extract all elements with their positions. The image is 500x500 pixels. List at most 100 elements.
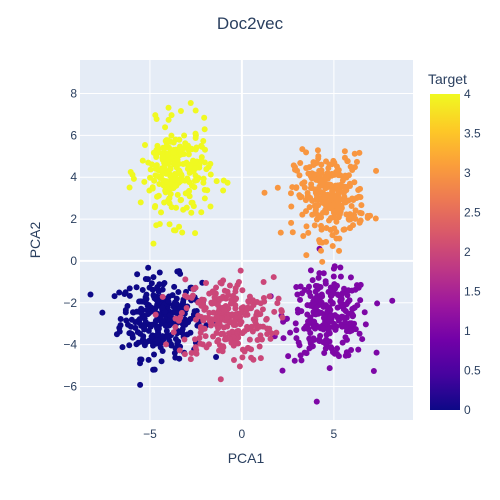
data-point	[337, 264, 343, 270]
data-point	[279, 368, 285, 374]
data-point	[155, 337, 161, 343]
data-point	[150, 322, 156, 328]
data-point	[118, 316, 124, 322]
data-point	[349, 311, 355, 317]
data-point	[118, 322, 124, 328]
data-point	[355, 347, 361, 353]
data-point	[328, 344, 334, 350]
data-point	[308, 267, 314, 273]
data-point	[177, 347, 183, 353]
data-point	[305, 230, 311, 236]
colorbar-tick-label: 2.5	[464, 206, 481, 220]
data-point	[354, 159, 360, 165]
data-point	[260, 306, 266, 312]
data-point	[319, 227, 325, 233]
data-point	[159, 358, 165, 364]
data-point	[227, 282, 233, 288]
data-point	[137, 316, 143, 322]
data-point	[135, 340, 141, 346]
data-point	[353, 326, 359, 332]
data-point	[335, 305, 341, 311]
data-point	[175, 157, 181, 163]
data-point	[389, 298, 395, 304]
data-point	[186, 151, 192, 157]
data-point	[323, 337, 329, 343]
data-point	[180, 145, 186, 151]
data-point	[140, 287, 146, 293]
data-point	[156, 193, 162, 199]
data-point	[175, 177, 181, 183]
data-point	[348, 347, 354, 353]
data-point	[171, 284, 177, 290]
data-point	[162, 188, 168, 194]
data-point	[164, 334, 170, 340]
data-point	[143, 339, 149, 345]
data-point	[340, 314, 346, 320]
data-point	[357, 210, 363, 216]
data-point	[129, 317, 135, 323]
data-point	[181, 132, 187, 138]
data-point	[127, 185, 133, 191]
data-point	[373, 215, 379, 221]
data-point	[173, 183, 179, 189]
data-point	[309, 185, 315, 191]
data-point	[362, 309, 368, 315]
data-point	[315, 147, 321, 153]
data-point	[229, 311, 235, 317]
data-point	[168, 191, 174, 197]
data-point	[327, 365, 333, 371]
data-point	[233, 295, 239, 301]
data-point	[310, 277, 316, 283]
colorbar-tick-label: 1	[464, 324, 471, 338]
data-point	[338, 203, 344, 209]
data-point	[137, 382, 143, 388]
data-point	[313, 289, 319, 295]
data-point	[99, 310, 105, 316]
data-point	[193, 131, 199, 137]
data-point	[153, 222, 159, 228]
data-point	[349, 167, 355, 173]
data-point	[300, 233, 306, 239]
data-point	[276, 296, 282, 302]
data-point	[193, 317, 199, 323]
data-point	[335, 172, 341, 178]
data-point	[228, 301, 234, 307]
data-point	[159, 168, 165, 174]
data-point	[374, 350, 380, 356]
data-point	[231, 357, 237, 363]
data-point	[134, 271, 140, 277]
data-point	[340, 340, 346, 346]
data-point	[330, 194, 336, 200]
data-point	[363, 321, 369, 327]
data-point	[318, 162, 324, 168]
data-point	[247, 337, 253, 343]
data-point	[271, 274, 277, 280]
data-point	[203, 280, 209, 286]
data-point	[182, 276, 188, 282]
data-point	[145, 160, 151, 166]
data-point	[164, 328, 170, 334]
data-point	[319, 293, 325, 299]
data-point	[221, 307, 227, 313]
data-point	[255, 337, 261, 343]
data-point	[169, 204, 175, 210]
data-point	[334, 351, 340, 357]
data-point	[264, 316, 270, 322]
data-point	[357, 186, 363, 192]
colorbar-tick-label: 3.5	[464, 127, 481, 141]
data-point	[323, 278, 329, 284]
data-point	[343, 186, 349, 192]
data-point	[184, 175, 190, 181]
data-point	[240, 330, 246, 336]
data-point	[239, 287, 245, 293]
data-point	[292, 358, 298, 364]
data-point	[153, 147, 159, 153]
data-point	[333, 219, 339, 225]
data-point	[245, 305, 251, 311]
data-point	[327, 314, 333, 320]
data-point	[325, 165, 331, 171]
data-point	[303, 149, 309, 155]
data-point	[349, 203, 355, 209]
data-point	[128, 324, 134, 330]
data-point	[292, 167, 298, 173]
